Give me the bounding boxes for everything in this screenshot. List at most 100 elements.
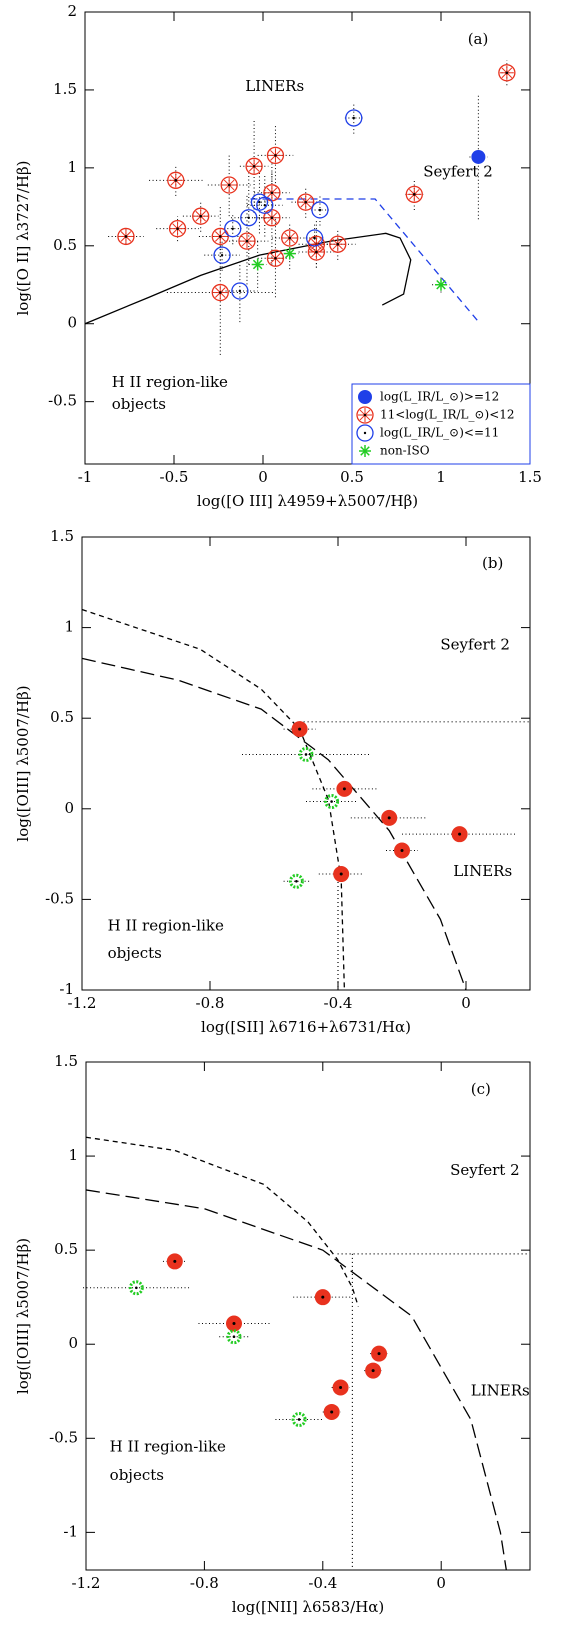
x-tick-label: -0.4 xyxy=(324,994,353,1012)
model-curve xyxy=(84,232,412,325)
marker-part xyxy=(318,208,322,212)
data-point xyxy=(240,209,258,227)
model-curve xyxy=(81,657,467,991)
data-point xyxy=(324,794,340,810)
annotation: Seyfert 2 xyxy=(423,163,493,181)
data-point xyxy=(211,227,229,246)
data-point xyxy=(498,64,516,82)
data-point xyxy=(245,157,263,175)
marker-part xyxy=(288,873,304,889)
legend-marker xyxy=(356,406,374,424)
marker-part xyxy=(247,216,250,219)
marker-part xyxy=(356,406,374,424)
marker-part xyxy=(291,1411,307,1427)
marker-part xyxy=(124,235,128,238)
legend-label: log(L_IR/L_⊙)<=11 xyxy=(380,426,499,440)
data-point xyxy=(298,746,314,762)
data-point xyxy=(291,721,308,738)
marker-part xyxy=(218,291,222,294)
x-tick-label: 1 xyxy=(436,468,446,486)
data-point xyxy=(211,283,229,302)
data-point xyxy=(307,243,326,261)
marker-part xyxy=(329,235,347,253)
marker-part xyxy=(360,446,370,456)
marker-part xyxy=(218,235,222,238)
x-tick-label: -1.2 xyxy=(68,994,97,1012)
annotation: H II region-like xyxy=(112,373,228,391)
marker-part xyxy=(330,1410,334,1414)
marker-part xyxy=(224,219,242,238)
legend-marker xyxy=(356,424,374,442)
y-tick-label: 1.5 xyxy=(54,1052,78,1070)
marker-part xyxy=(211,227,229,246)
x-tick-label: 0 xyxy=(461,994,471,1012)
marker-part xyxy=(330,800,333,803)
marker-part xyxy=(471,149,486,164)
marker-part xyxy=(371,1369,375,1373)
plot-frame xyxy=(84,11,531,465)
marker-part xyxy=(232,1335,236,1338)
marker-part xyxy=(298,746,314,762)
y-tick-label: 0 xyxy=(67,314,77,332)
legend-box xyxy=(351,383,531,465)
marker-part xyxy=(168,219,187,238)
legend-marker xyxy=(358,390,372,404)
marker-part xyxy=(245,157,263,175)
annotation: LINERs xyxy=(453,862,512,880)
marker-part xyxy=(281,229,299,247)
marker-part xyxy=(458,832,462,836)
data-point xyxy=(451,826,468,843)
data-point xyxy=(365,1362,382,1379)
marker-part xyxy=(298,727,302,731)
marker-part xyxy=(167,171,185,189)
marker-part xyxy=(363,413,367,417)
annotation: objects xyxy=(110,1466,164,1484)
x-tick-label: -0.4 xyxy=(308,1574,337,1592)
marker-part xyxy=(288,236,292,240)
x-tick-label: 0 xyxy=(436,1574,446,1592)
marker-part xyxy=(256,196,274,214)
y-axis-label: log([OIII] λ5007/Hβ) xyxy=(14,685,32,841)
x-tick-label: -0.8 xyxy=(196,994,225,1012)
annotation: objects xyxy=(112,395,166,413)
marker-part xyxy=(135,1286,138,1290)
data-point xyxy=(297,193,315,211)
marker-part xyxy=(342,787,346,791)
marker-part xyxy=(266,249,285,267)
data-point xyxy=(394,842,410,859)
data-point xyxy=(381,809,398,826)
data-point xyxy=(435,278,447,291)
data-point xyxy=(471,149,486,164)
marker-part xyxy=(252,165,256,168)
marker-part xyxy=(345,109,363,127)
plot-frame xyxy=(85,1061,531,1571)
marker-part xyxy=(227,183,231,187)
marker-part xyxy=(220,253,224,257)
data-point xyxy=(329,235,347,253)
marker-part xyxy=(231,227,234,230)
legend-marker xyxy=(359,445,371,457)
y-tick-label: 2 xyxy=(67,2,77,20)
marker-part xyxy=(252,259,263,270)
data-point xyxy=(371,1345,388,1362)
x-tick-label: -1.2 xyxy=(72,1574,101,1592)
data-point xyxy=(405,185,423,204)
marker-part xyxy=(313,236,316,240)
x-axis-label: log([O III] λ4959+λ5007/Hβ) xyxy=(197,492,418,510)
marker-part xyxy=(356,424,374,442)
marker-part xyxy=(339,1385,343,1389)
data-point xyxy=(336,780,353,797)
y-tick-label: 1.5 xyxy=(53,80,77,98)
marker-part xyxy=(304,753,308,756)
y-tick-label: 1.5 xyxy=(50,527,74,545)
data-point xyxy=(128,1280,144,1296)
marker-part xyxy=(211,283,229,302)
marker-part xyxy=(270,191,274,195)
annotation: Seyfert 2 xyxy=(450,1161,520,1179)
data-point xyxy=(168,219,187,238)
y-tick-label: -1 xyxy=(63,1522,78,1540)
marker-part xyxy=(336,242,340,246)
marker-part xyxy=(128,1280,144,1296)
data-point xyxy=(311,201,329,219)
marker-part xyxy=(363,431,367,435)
